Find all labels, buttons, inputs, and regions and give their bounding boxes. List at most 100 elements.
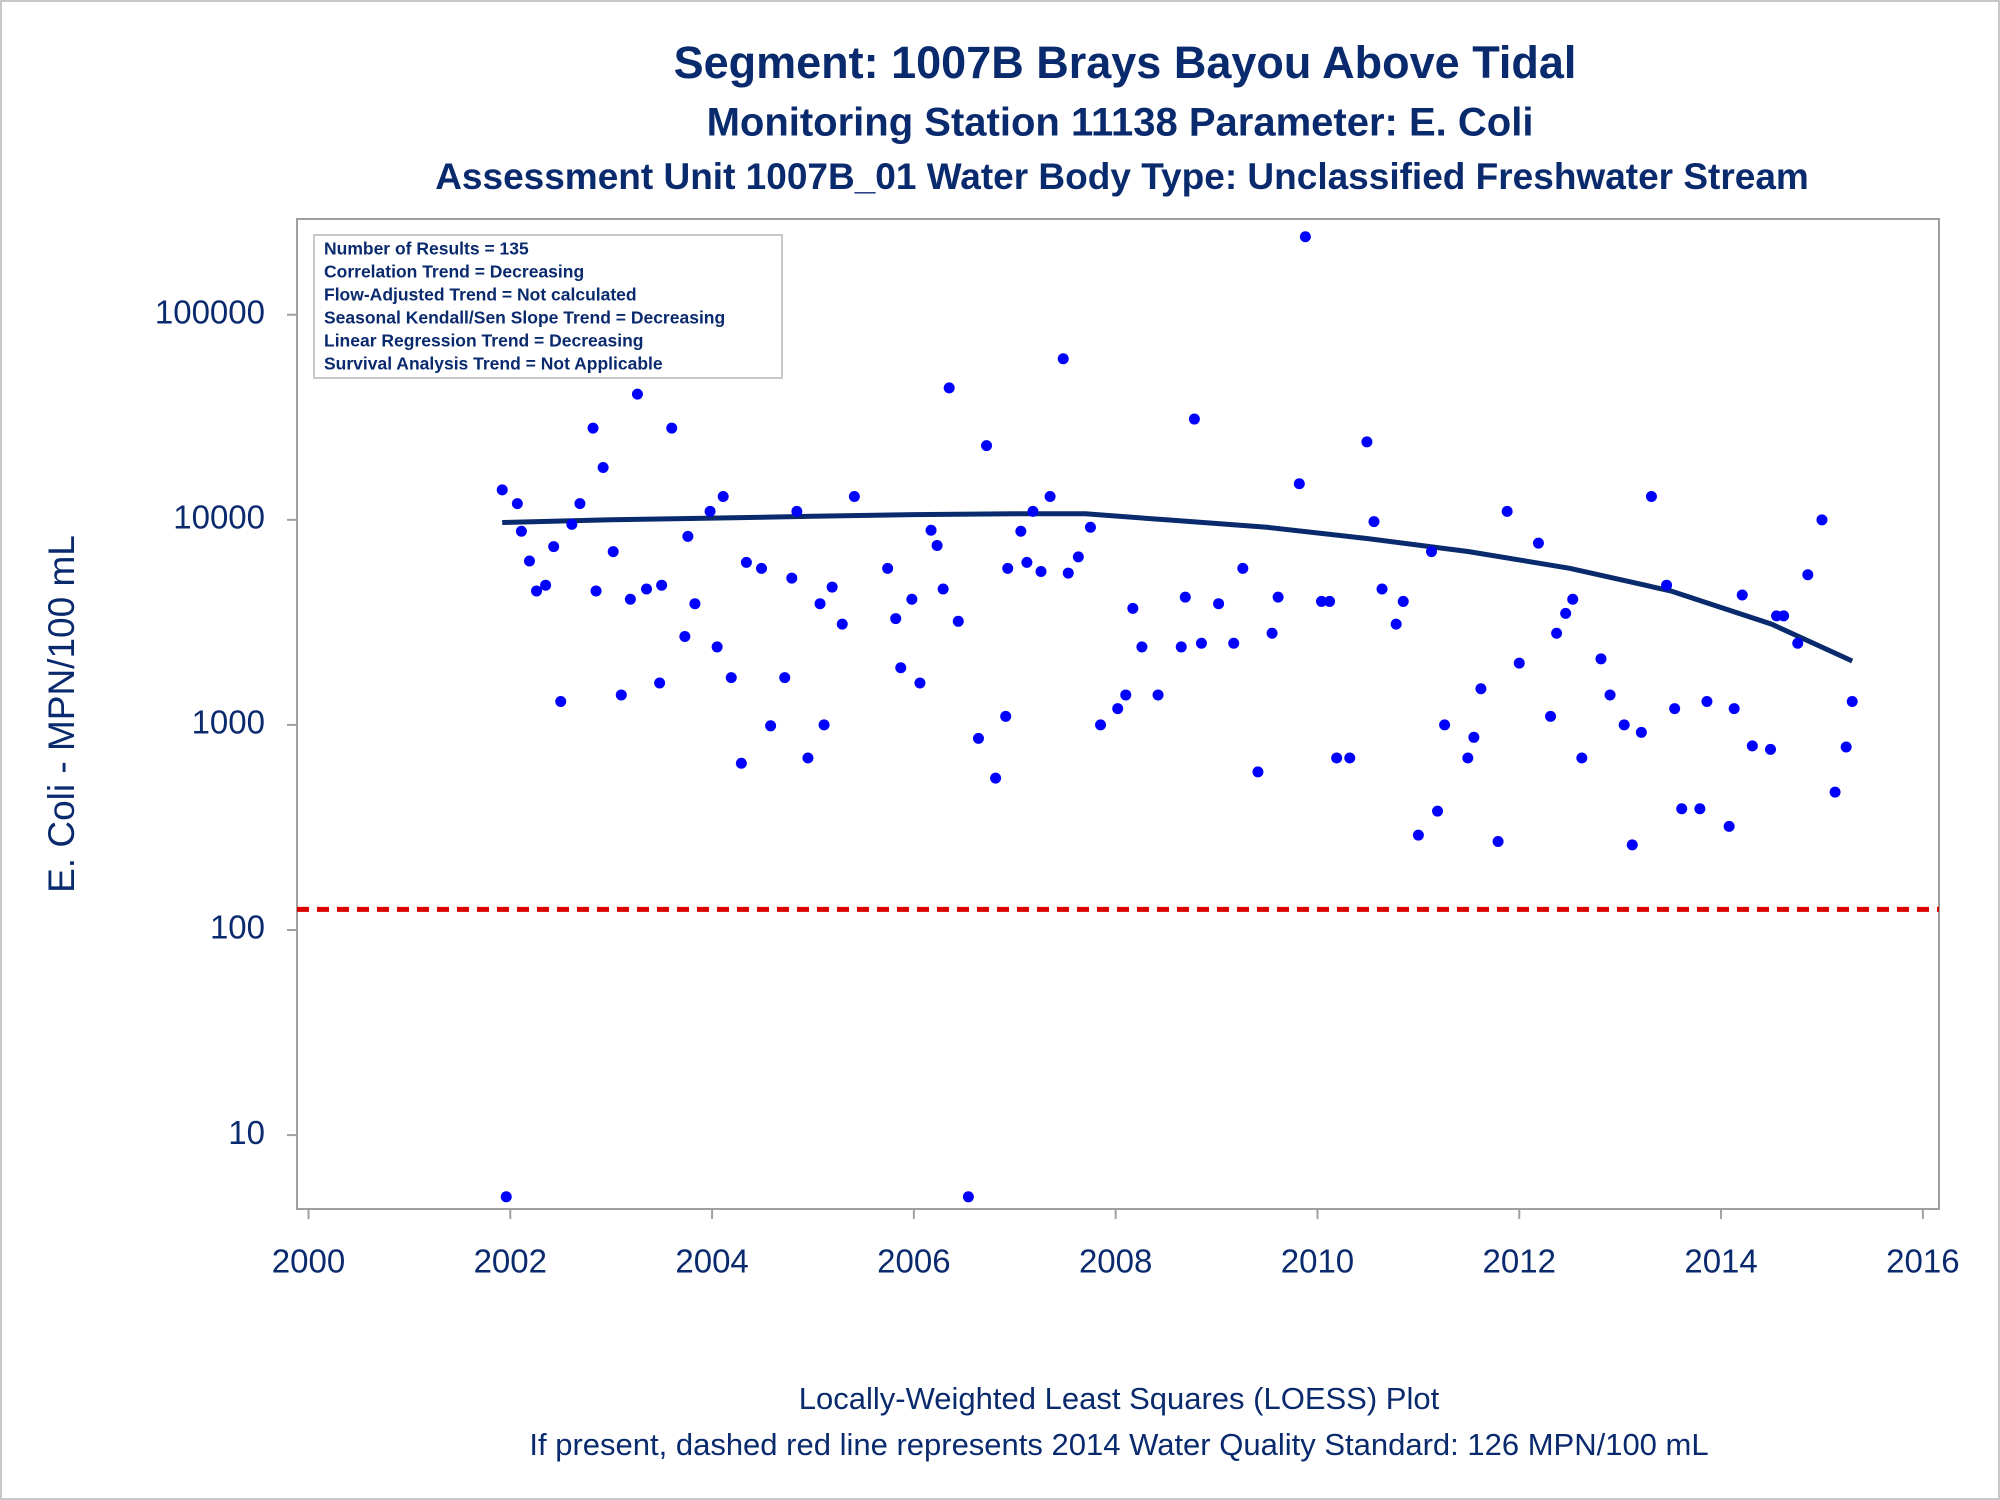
data-point — [717, 490, 729, 502]
annotation-line: Correlation Trend = Decreasing — [324, 262, 584, 282]
data-point — [890, 613, 902, 625]
data-point — [597, 461, 609, 473]
data-point — [1661, 579, 1673, 591]
x-tick-label: 2002 — [474, 1243, 547, 1280]
plot-area — [296, 218, 1940, 1210]
data-point — [711, 641, 723, 653]
data-point — [1846, 696, 1858, 708]
data-point — [1669, 703, 1681, 715]
data-point — [1425, 546, 1437, 558]
data-point — [1728, 703, 1740, 715]
data-point — [1701, 696, 1713, 708]
data-point — [540, 579, 552, 591]
data-point — [1272, 591, 1284, 603]
data-point — [1635, 726, 1647, 738]
data-point — [1432, 805, 1444, 817]
data-point — [1676, 803, 1688, 815]
annotation-line: Seasonal Kendall/Sen Slope Trend = Decre… — [324, 308, 725, 328]
data-point — [914, 677, 926, 689]
data-point — [756, 562, 768, 574]
data-point — [882, 562, 894, 574]
data-point — [1179, 591, 1191, 603]
data-point — [654, 677, 666, 689]
data-point — [1062, 567, 1074, 579]
annotation-line: Number of Results = 135 — [324, 239, 529, 259]
chart-subtitle: Assessment Unit 1007B_01 Water Body Type… — [435, 156, 1809, 197]
data-point — [511, 498, 523, 510]
data-point — [1136, 641, 1148, 653]
data-point — [1213, 598, 1225, 610]
data-point — [1299, 231, 1311, 243]
data-point — [1532, 537, 1544, 549]
data-point — [1316, 595, 1328, 607]
data-point — [496, 484, 508, 496]
data-point — [791, 505, 803, 517]
data-point — [1002, 562, 1014, 574]
data-point — [1152, 689, 1164, 701]
data-point — [607, 546, 619, 558]
data-point — [1576, 752, 1588, 764]
data-point — [1802, 569, 1814, 581]
data-point — [1324, 595, 1336, 607]
data-point — [1595, 653, 1607, 665]
annotation-line: Linear Regression Trend = Decreasing — [324, 331, 644, 351]
data-point — [1736, 589, 1748, 601]
x-tick-label: 2016 — [1886, 1243, 1959, 1280]
data-point — [1501, 505, 1513, 517]
data-point — [1188, 413, 1200, 425]
data-point — [981, 440, 993, 452]
data-point — [624, 593, 636, 605]
data-point — [1266, 627, 1278, 639]
data-point — [1120, 689, 1132, 701]
data-point — [587, 422, 599, 434]
data-point — [566, 518, 578, 530]
data-point — [725, 672, 737, 684]
x-tick-label: 2006 — [877, 1243, 950, 1280]
data-point — [1344, 752, 1356, 764]
loess-line — [502, 511, 1854, 664]
data-point — [952, 615, 964, 627]
data-point — [1000, 710, 1012, 722]
annotation-box — [313, 234, 783, 379]
data-point — [1044, 490, 1056, 502]
data-point — [990, 772, 1002, 784]
data-point — [1175, 641, 1187, 653]
data-point — [1331, 752, 1343, 764]
x-tick-label: 2012 — [1483, 1243, 1556, 1280]
data-point — [1604, 689, 1616, 701]
data-point — [735, 757, 747, 769]
data-point — [1746, 740, 1758, 752]
data-point — [555, 696, 567, 708]
data-point — [641, 583, 653, 595]
data-point — [1513, 657, 1525, 669]
chart-subtitle: Monitoring Station 11138 Parameter: E. C… — [707, 101, 1534, 145]
y-tick-label: 10000 — [173, 499, 265, 536]
data-point — [1057, 353, 1069, 365]
data-point — [656, 579, 668, 591]
x-tick-label: 2010 — [1281, 1243, 1354, 1280]
data-point — [1015, 525, 1027, 537]
data-point — [1361, 436, 1373, 448]
data-point — [1792, 637, 1804, 649]
data-point — [1439, 719, 1451, 731]
data-point — [682, 530, 694, 542]
data-point — [574, 498, 586, 510]
data-point — [1376, 583, 1388, 595]
data-point — [1368, 516, 1380, 528]
data-point — [1468, 731, 1480, 743]
data-point — [1545, 710, 1557, 722]
data-point — [836, 618, 848, 630]
data-point — [590, 585, 602, 597]
data-point — [962, 1191, 974, 1203]
x-tick-label: 2000 — [272, 1243, 345, 1280]
data-point — [848, 490, 860, 502]
data-point — [925, 524, 937, 536]
data-point — [1390, 618, 1402, 630]
data-point — [615, 689, 627, 701]
chart-title: Segment: 1007B Brays Bayou Above Tidal — [674, 37, 1577, 88]
data-point — [906, 593, 918, 605]
data-point — [548, 541, 560, 553]
data-point — [1127, 602, 1139, 614]
data-point — [1462, 752, 1474, 764]
